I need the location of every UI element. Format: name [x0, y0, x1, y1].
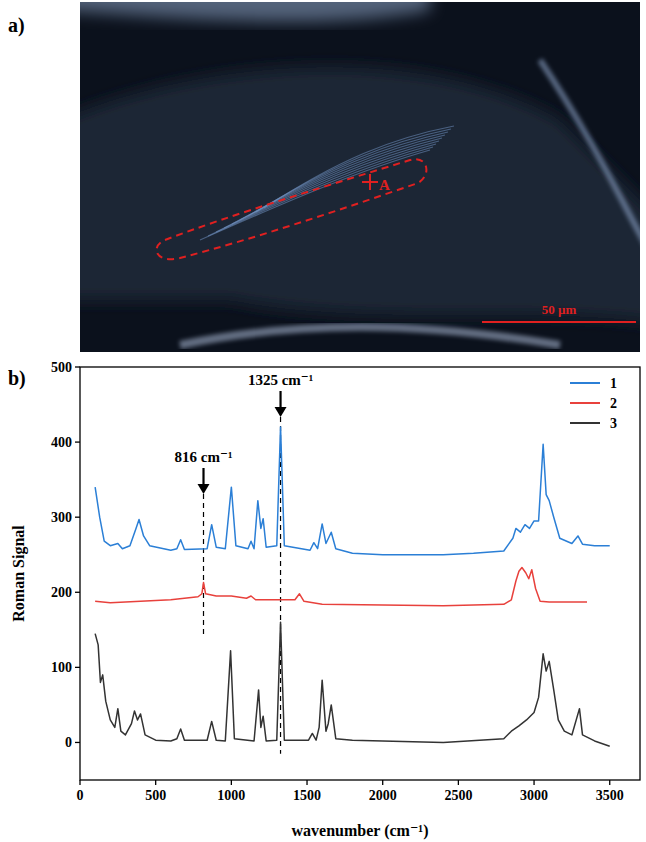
point-marker: [362, 174, 378, 190]
scale-bar-label: 50 µm: [542, 302, 577, 317]
x-tick: [382, 780, 383, 785]
panel-label: b): [8, 367, 26, 390]
y-tick: [75, 592, 80, 593]
legend-swatch: [570, 382, 600, 384]
panel-label: a): [8, 14, 25, 37]
point-label: A: [379, 177, 390, 193]
x-tick-label: 1500: [293, 788, 321, 803]
y-tick-label: 500: [51, 360, 72, 375]
x-tick: [609, 780, 610, 785]
y-tick-label: 400: [51, 435, 72, 450]
x-axis-title: wavenumber (cm⁻¹): [292, 822, 429, 840]
annotation-line: [203, 494, 204, 637]
legend-label: 1: [610, 376, 617, 391]
fiber-body: [80, 67, 640, 330]
y-tick-label: 300: [51, 510, 72, 525]
annotation-arrow-shaft: [279, 391, 281, 409]
y-axis-title: Roman Signal: [10, 525, 28, 622]
plot-area: [95, 427, 610, 746]
upper-glare: [80, 2, 430, 22]
y-tick: [75, 517, 80, 518]
x-tick: [79, 780, 80, 785]
region-outline: [157, 159, 427, 259]
figure: A50 µma)b)816 cm⁻¹1325 cm⁻¹0500100015002…: [0, 0, 646, 842]
legend-swatch: [570, 422, 600, 424]
x-tick-label: 500: [145, 788, 166, 803]
legend: 1 2 3: [570, 376, 617, 431]
spectrum-line: [95, 622, 610, 746]
y-tick: [75, 742, 80, 743]
fibril: [208, 147, 433, 236]
fibril: [240, 135, 445, 220]
plot-frame: [80, 367, 640, 780]
legend-label: 2: [610, 396, 617, 411]
scale-bar: [482, 321, 636, 323]
x-tick: [458, 780, 459, 785]
spectrum-line: [95, 567, 587, 605]
annotation-line: [280, 417, 281, 754]
annotations: [198, 391, 287, 754]
spectrum-line: [95, 427, 610, 555]
y-tick-label: 0: [65, 735, 72, 750]
y-tick: [75, 366, 80, 367]
fiber-edge: [540, 60, 640, 270]
y-tick: [75, 441, 80, 442]
annotation-arrow-shaft: [202, 468, 204, 486]
annotation-label: 816 cm⁻¹: [175, 449, 233, 465]
fibril: [248, 132, 448, 216]
y-tick-label: 100: [51, 660, 72, 675]
x-tick: [231, 780, 232, 785]
x-tick-label: 3000: [520, 788, 548, 803]
x-tick-label: 2500: [444, 788, 472, 803]
x-tick: [533, 780, 534, 785]
x-tick: [155, 780, 156, 785]
micrograph: [80, 2, 640, 352]
annotation-arrow-head: [275, 407, 287, 417]
x-tick-label: 0: [77, 788, 84, 803]
x-tick: [306, 780, 307, 785]
y-tick-label: 200: [51, 585, 72, 600]
lower-edge: [180, 327, 560, 345]
annotation-arrow-head: [198, 484, 210, 494]
annotation-label: 1325 cm⁻¹: [248, 372, 313, 388]
fibril: [232, 138, 442, 224]
x-tick-label: 2000: [369, 788, 397, 803]
legend-swatch: [570, 402, 600, 404]
x-tick-label: 3500: [596, 788, 624, 803]
y-tick: [75, 667, 80, 668]
legend-label: 3: [610, 416, 617, 431]
fibril: [224, 141, 439, 228]
x-tick-label: 1000: [217, 788, 245, 803]
